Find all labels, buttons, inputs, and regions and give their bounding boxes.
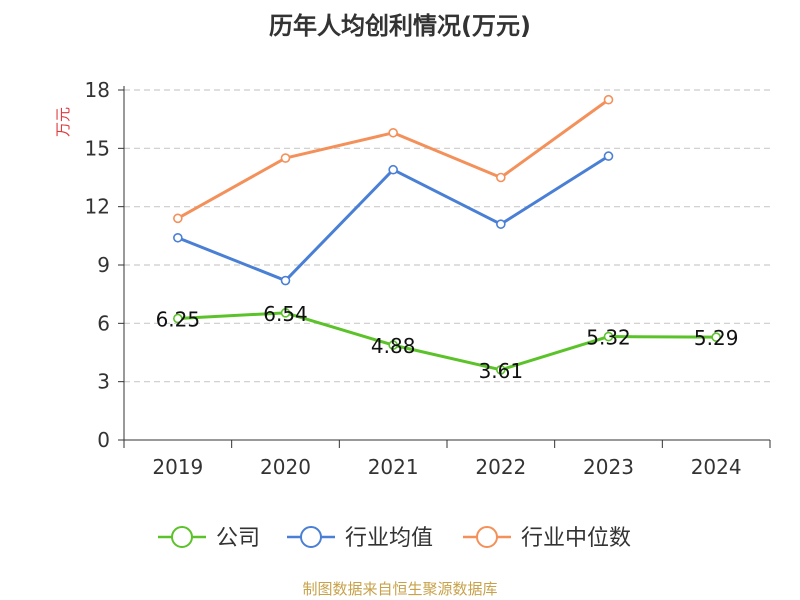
legend-marker	[476, 526, 498, 548]
data-label: 4.88	[371, 334, 416, 358]
legend-label: 公司	[216, 526, 260, 551]
legend-label: 行业中位数	[521, 526, 631, 551]
y-tick-label: 18	[85, 78, 110, 102]
data-point	[388, 340, 398, 350]
y-tick-label: 3	[97, 370, 110, 394]
data-point	[173, 313, 183, 324]
data-point	[603, 331, 614, 342]
x-tick-label: 2024	[691, 455, 742, 479]
data-point	[173, 213, 183, 224]
data-label: 6.25	[156, 307, 201, 331]
y-tick-label: 6	[97, 311, 110, 335]
axes: 0 3 6 9 12 15 18 2019 2020 2021 2022 2023 2024	[85, 78, 771, 479]
x-tick-label: 2021	[368, 455, 419, 479]
chart-title: 历年人均创利情况(万元)	[269, 12, 531, 40]
y-tick-label: 15	[85, 136, 110, 160]
series-line-0	[177, 311, 717, 372]
data-point	[388, 164, 398, 175]
data-point	[496, 172, 506, 183]
data-point	[711, 332, 721, 342]
data-labels: 6.25 6.54 4.88 3.61 5.32 5.29	[156, 302, 739, 383]
data-point	[496, 219, 506, 229]
x-tick-label: 2019	[152, 455, 203, 479]
y-axis-label: 万元	[54, 107, 72, 137]
series-line-1	[177, 154, 610, 283]
x-tick-label: 2020	[260, 455, 311, 479]
data-point	[388, 127, 398, 138]
y-tick-label: 9	[97, 253, 110, 277]
y-tick-label: 0	[97, 428, 110, 452]
legend-marker	[300, 526, 322, 548]
data-label: 5.32	[586, 326, 631, 350]
x-tick-label: 2023	[583, 455, 634, 479]
data-label: 5.29	[694, 326, 739, 350]
data-point	[496, 365, 506, 375]
series-line-2	[177, 98, 610, 220]
data-point	[280, 153, 291, 163]
x-tick-label: 2022	[475, 455, 526, 479]
legend: 公司 行业均值 行业中位数	[158, 526, 631, 551]
data-label: 6.54	[263, 302, 308, 326]
legend-label: 行业均值	[345, 526, 433, 551]
data-label: 3.61	[479, 359, 524, 383]
series-lines	[173, 94, 721, 375]
data-point	[280, 308, 291, 318]
y-tick-label: 12	[85, 195, 110, 219]
legend-marker	[171, 526, 193, 548]
data-point	[280, 275, 291, 286]
data-point	[603, 151, 614, 161]
data-point	[603, 94, 614, 105]
data-point	[173, 232, 183, 243]
source-footer: 制图数据来自恒生聚源数据库	[302, 580, 498, 598]
gridlines	[124, 89, 770, 383]
